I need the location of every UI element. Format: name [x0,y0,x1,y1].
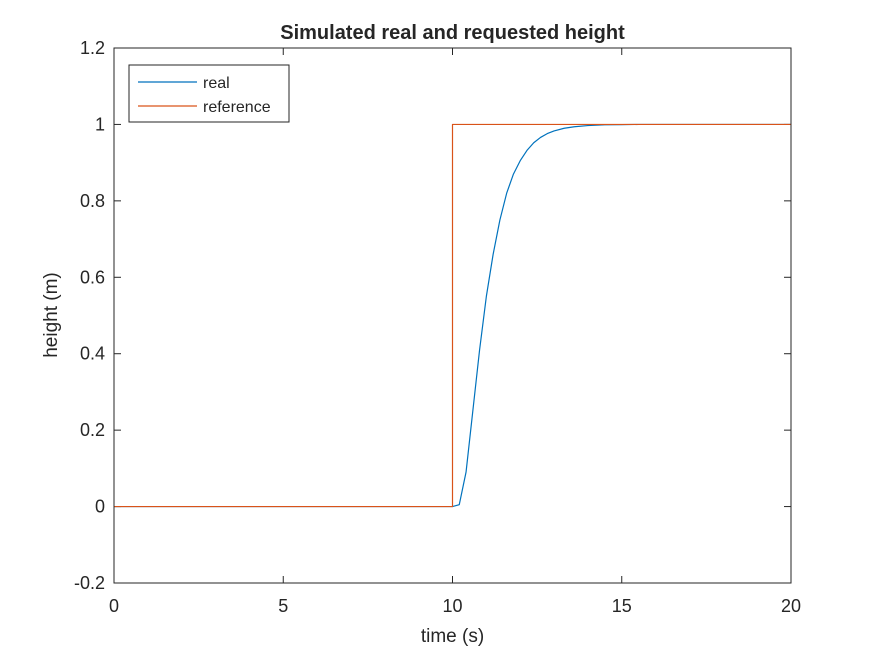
x-tick-label: 10 [442,596,462,616]
y-tick-label: 0 [95,497,105,517]
y-tick-label: 0.2 [80,420,105,440]
legend: real reference [128,64,290,123]
x-tick-label: 5 [278,596,288,616]
legend-label-reference: reference [203,99,271,116]
x-tick-label: 15 [612,596,632,616]
x-tick-label: 0 [109,596,119,616]
legend-label-real: real [203,75,230,92]
y-tick-label: -0.2 [74,573,105,593]
legend-box [128,64,290,123]
y-tick-label: 0.6 [80,267,105,287]
x-tick-label: 20 [781,596,801,616]
x-axis-label: time (s) [421,626,484,647]
y-tick-label: 1.2 [80,38,105,58]
y-tick-label: 1 [95,114,105,134]
y-tick-label: 0.4 [80,344,105,364]
plot-frame [113,47,792,584]
series-layer [114,123,791,508]
y-axis-label: height (m) [41,272,62,358]
series-line-reference [114,123,791,508]
y-tick-label: 0.8 [80,191,105,211]
tick-labels: 0 5 10 15 20-0.200.20.40.60.811.2 [74,38,801,616]
chart-title: Simulated real and requested height [280,22,625,44]
